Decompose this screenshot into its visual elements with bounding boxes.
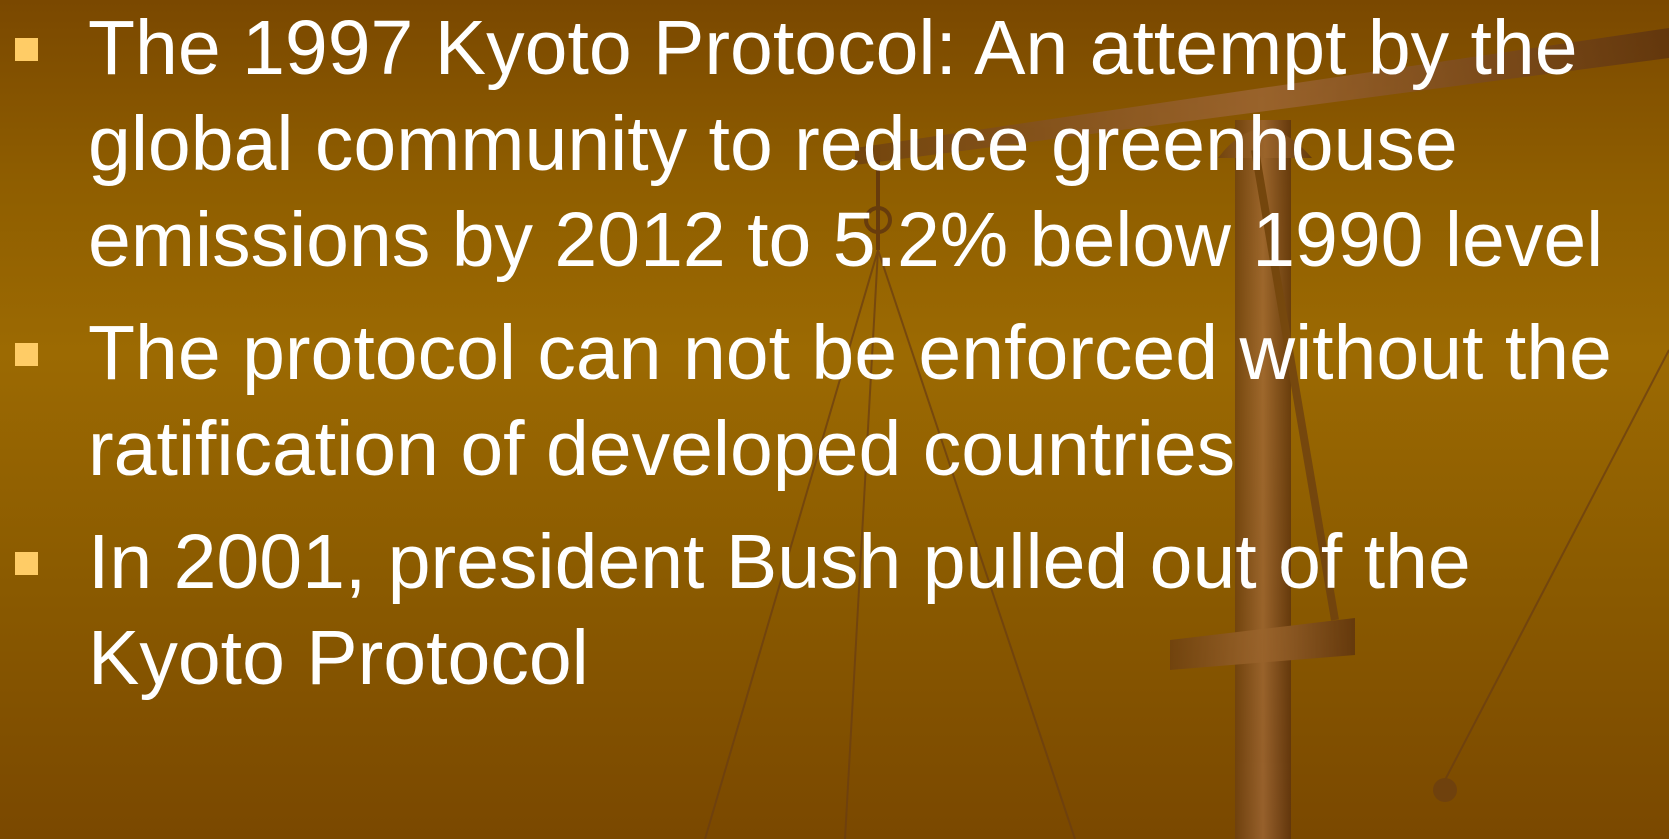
bullet-text: The 1997 Kyoto Protocol: An attempt by t… <box>88 5 1604 283</box>
bullet-text: The protocol can not be enforced without… <box>88 310 1612 492</box>
bullet-item: The 1997 Kyoto Protocol: An attempt by t… <box>0 0 1663 288</box>
bullet-marker <box>15 38 38 61</box>
bullet-item: The protocol can not be enforced without… <box>0 305 1663 497</box>
bullet-marker <box>15 343 38 366</box>
bullet-item: In 2001, president Bush pulled out of th… <box>0 514 1663 706</box>
bullet-text: In 2001, president Bush pulled out of th… <box>88 519 1471 701</box>
bullet-marker <box>15 552 38 575</box>
bullet-list: The 1997 Kyoto Protocol: An attempt by t… <box>0 0 1663 706</box>
